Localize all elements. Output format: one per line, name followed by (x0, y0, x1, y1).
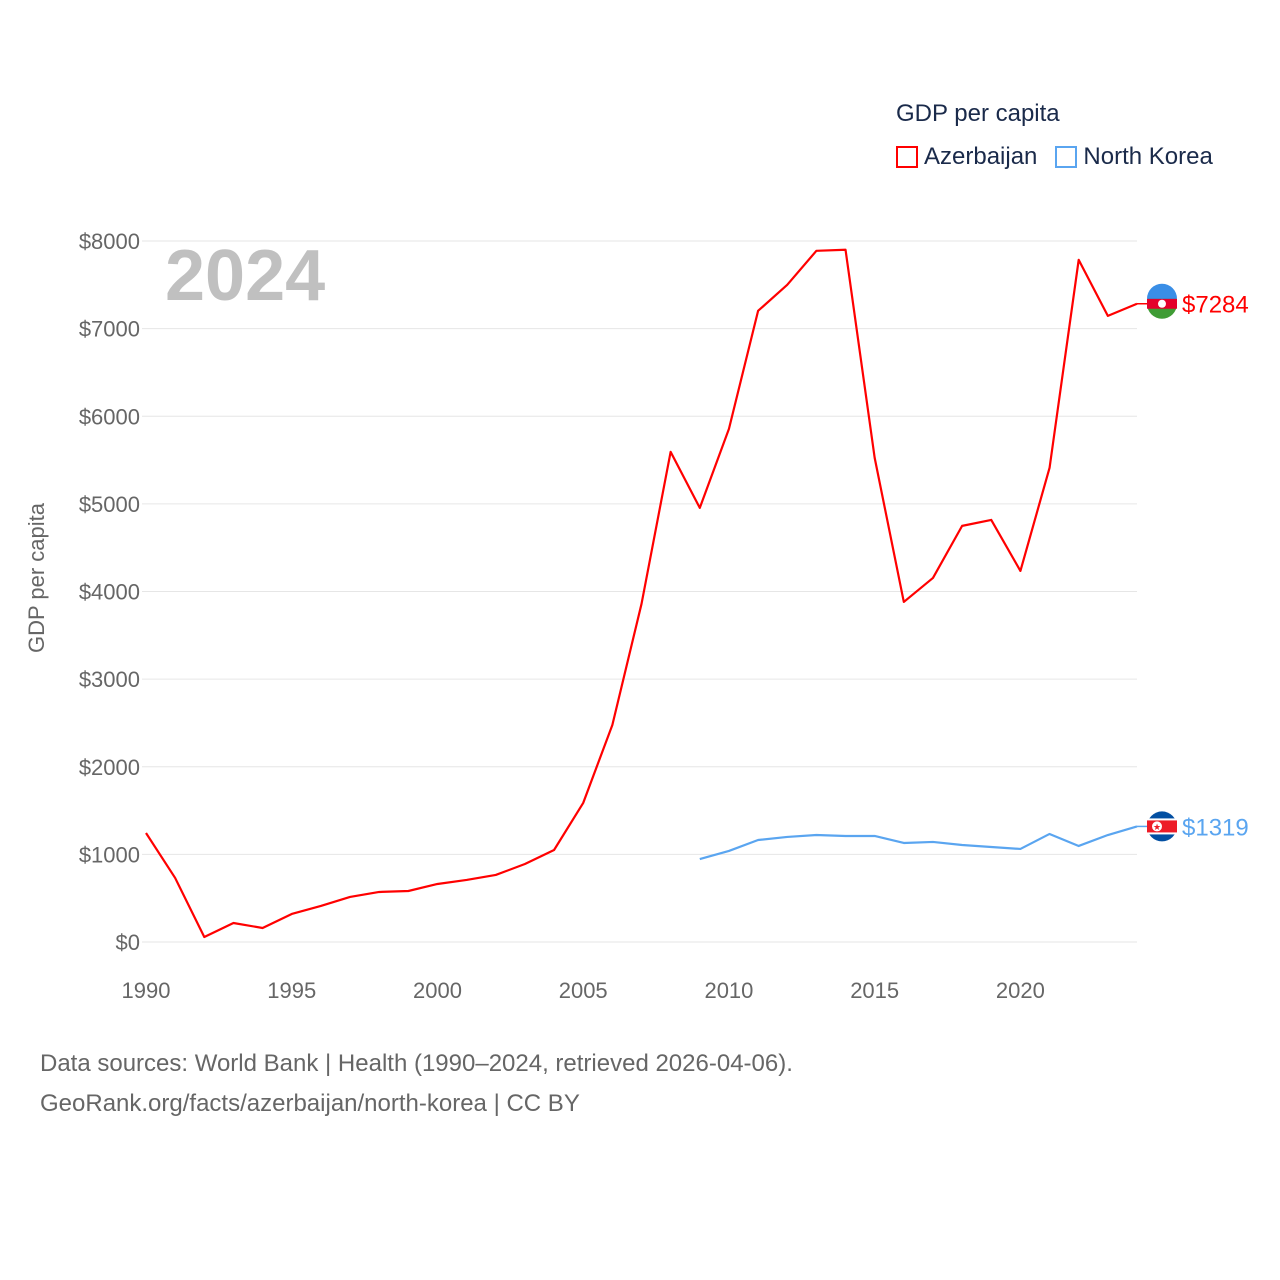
y-axis-label: GDP per capita (24, 502, 49, 653)
series-line-north-korea (699, 825, 1138, 861)
footer: Data sources: World Bank | Health (1990–… (40, 1044, 793, 1124)
y-tick-label: $0 (116, 930, 140, 955)
x-tick-label: 1995 (267, 978, 316, 1003)
end-value-label: $7284 (1182, 292, 1249, 319)
legend: Azerbaijan North Korea (896, 143, 1213, 171)
series-line-azerbaijan (145, 248, 1138, 939)
y-tick-label: $2000 (79, 755, 140, 780)
y-tick-label: $8000 (79, 229, 140, 254)
source-url-text: GeoRank.org/facts/azerbaijan/north-korea… (40, 1090, 580, 1117)
legend-label: North Korea (1083, 143, 1213, 170)
legend-item-azerbaijan[interactable]: Azerbaijan (896, 143, 1037, 171)
x-tick-label: 1990 (122, 978, 171, 1003)
legend-item-north-korea[interactable]: North Korea (1055, 143, 1213, 171)
end-value-label: $1319 (1182, 814, 1249, 841)
x-tick-label: 2000 (413, 978, 462, 1003)
y-tick-label: $1000 (79, 842, 140, 867)
legend-label: Azerbaijan (924, 143, 1038, 170)
y-tick-label: $7000 (79, 317, 140, 342)
x-tick-label: 2020 (996, 978, 1045, 1003)
flag-disc (1152, 821, 1162, 832)
y-tick-label: $5000 (79, 492, 140, 517)
legend-swatch-north-korea (1055, 146, 1078, 168)
x-tick-label: 2010 (704, 978, 753, 1003)
flag-stripe (1147, 283, 1177, 299)
x-tick-label: 2015 (850, 978, 899, 1003)
x-tick-label: 2005 (559, 978, 608, 1003)
flag-star: ★ (1153, 822, 1161, 832)
year-label: 2024 (165, 236, 325, 316)
y-tick-label: $6000 (79, 404, 140, 429)
y-tick-label: $4000 (79, 580, 140, 605)
flag-crescent (1158, 299, 1166, 308)
y-tick-label: $3000 (79, 667, 140, 692)
legend-swatch-azerbaijan (896, 146, 918, 168)
data-sources-text: Data sources: World Bank | Health (1990–… (40, 1050, 793, 1077)
legend-title: GDP per capita (896, 100, 1060, 127)
